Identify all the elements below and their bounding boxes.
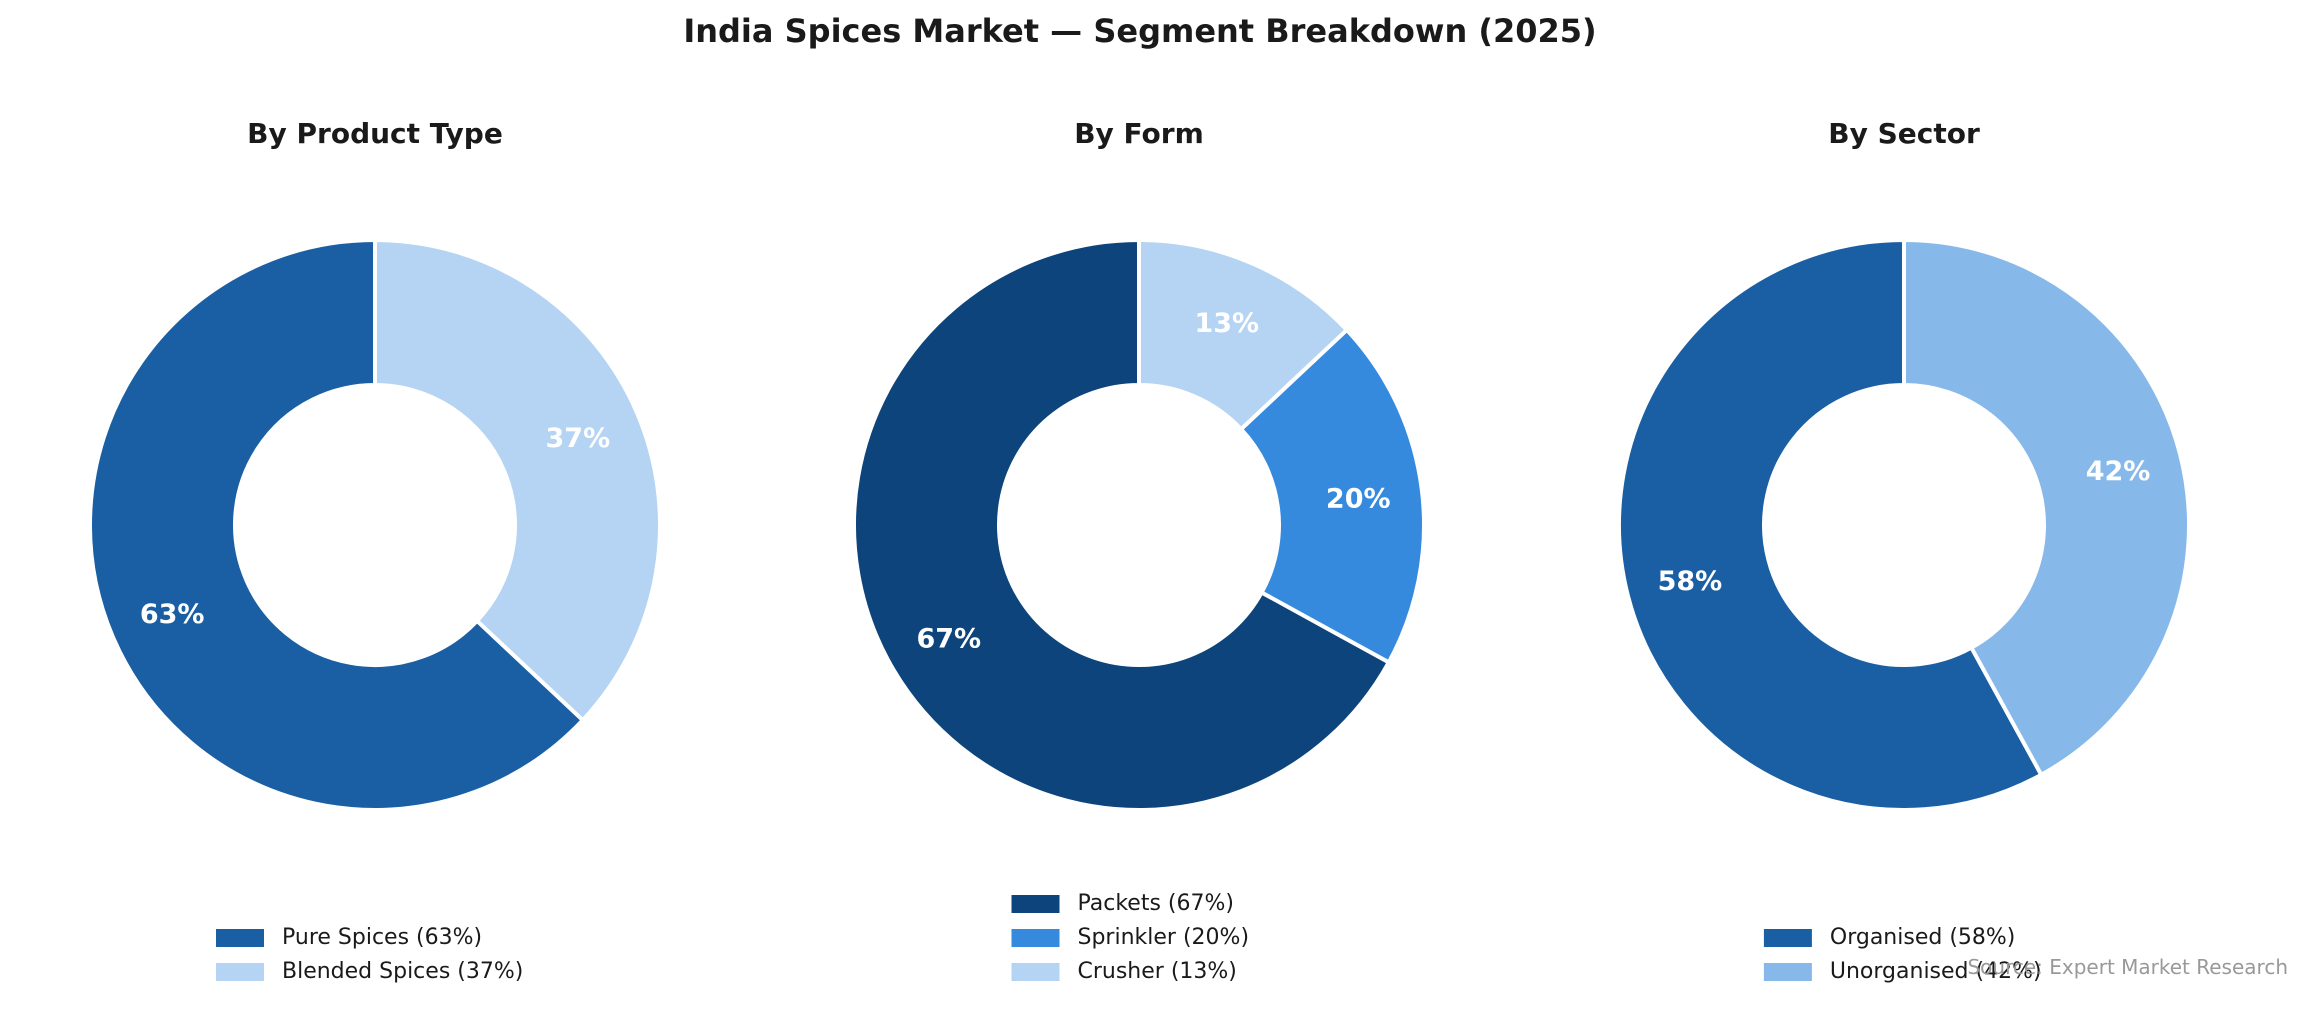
legend-swatch (216, 929, 264, 947)
slice-value-label: 37% (546, 423, 611, 454)
legend-swatch (1763, 963, 1812, 981)
slice-value-label: 63% (140, 599, 205, 630)
legend-swatch (216, 963, 264, 981)
chart-title: India Spices Market — Segment Breakdown … (683, 12, 1596, 50)
donut-panel: By Form 67% 20% 13% Packets (67%) Sprinkler (… (852, 117, 1426, 984)
panel-title: By Product Type (247, 117, 503, 150)
legend-label: Organised (58%) (1830, 925, 2016, 950)
donut-slice (852, 238, 1391, 812)
legend-swatch (1011, 929, 1060, 947)
legend-label: Blended Spices (37%) (282, 959, 523, 984)
donut-slice (1617, 238, 2044, 812)
legend-label: Pure Spices (63%) (282, 925, 482, 950)
slice-value-label: 42% (2086, 456, 2151, 487)
legend-swatch (1011, 895, 1060, 913)
legend-swatch (1011, 963, 1060, 981)
slice-value-label: 58% (1658, 566, 1723, 597)
legend-swatch (1763, 929, 1812, 947)
slice-value-label: 13% (1194, 308, 1259, 339)
panel-title: By Sector (1828, 117, 1980, 150)
donut-slice (1137, 238, 1349, 432)
legend-label: Crusher (13%) (1078, 959, 1237, 984)
donut-slice (373, 238, 662, 723)
legend-label: Unorganised (42%) (1830, 959, 2042, 984)
donut-panel: By Sector 58% 42% Organised (58%) Unorganise… (1617, 117, 2191, 984)
donut-slice (1239, 327, 1426, 665)
slice-value-label: 67% (916, 623, 981, 654)
donut-slice (88, 238, 585, 812)
legend: Pure Spices (63%) Blended Spices (37%) (216, 925, 523, 984)
legend: Organised (58%) Unorganised (42%) (1763, 925, 2042, 984)
donut-panels: By Product Type 63% 37% Pure Spices (63%) Bl… (88, 117, 2191, 984)
source-note: Source: Expert Market Research (1967, 955, 2288, 979)
slice-value-label: 20% (1326, 483, 1391, 514)
legend-label: Packets (67%) (1078, 891, 1235, 916)
panel-title: By Form (1074, 117, 1204, 150)
legend: Packets (67%) Sprinkler (20%) Crusher (13%… (1011, 891, 1250, 984)
legend-label: Sprinkler (20%) (1078, 925, 1250, 950)
donut-panel: By Product Type 63% 37% Pure Spices (63%) Bl… (88, 117, 662, 984)
donut-slice (1902, 238, 2191, 777)
